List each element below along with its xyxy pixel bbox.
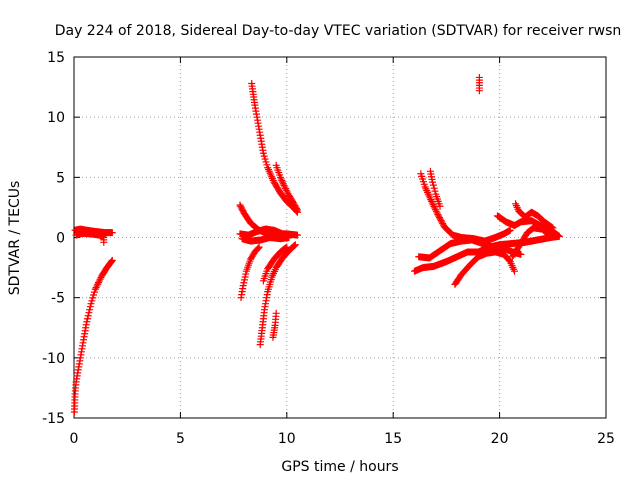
x-tick-label: 0 bbox=[70, 431, 79, 447]
data-point bbox=[475, 87, 483, 95]
y-axis-label: SDTVAR / TECUs bbox=[7, 181, 23, 296]
x-tick-label: 25 bbox=[597, 431, 615, 447]
data-point bbox=[93, 282, 101, 290]
data-point bbox=[83, 315, 91, 323]
data-point bbox=[429, 178, 437, 186]
y-tick-label: -15 bbox=[42, 411, 65, 427]
data-point bbox=[293, 231, 301, 239]
data-point bbox=[547, 223, 555, 231]
data-point bbox=[510, 267, 518, 275]
y-tick-label: -10 bbox=[42, 351, 65, 367]
data-point bbox=[86, 306, 94, 314]
data-point bbox=[279, 178, 287, 186]
data-point bbox=[545, 231, 553, 239]
data-point bbox=[108, 256, 116, 264]
plot-frame bbox=[73, 56, 607, 419]
data-point bbox=[428, 197, 436, 205]
y-tick-label: 5 bbox=[56, 170, 65, 186]
data-point bbox=[291, 241, 299, 249]
data-point bbox=[433, 209, 441, 217]
data-point bbox=[435, 212, 443, 220]
data-point bbox=[283, 188, 291, 196]
data-point bbox=[254, 244, 262, 252]
data-point bbox=[84, 312, 92, 320]
x-axis-label: GPS time / hours bbox=[281, 459, 398, 475]
data-point bbox=[285, 234, 293, 241]
data-point bbox=[96, 275, 104, 283]
data-point bbox=[282, 185, 290, 193]
data-point bbox=[555, 232, 563, 240]
data-point bbox=[431, 204, 439, 212]
data-point bbox=[255, 243, 263, 251]
x-tick-label: 5 bbox=[176, 431, 185, 447]
data-point bbox=[290, 242, 298, 250]
data-point bbox=[108, 257, 116, 265]
chart-title: Day 224 of 2018, Sidereal Day-to-day VTE… bbox=[55, 23, 622, 39]
x-tick-label: 15 bbox=[384, 431, 402, 447]
data-point bbox=[429, 181, 437, 189]
data-point bbox=[108, 229, 116, 237]
gridlines bbox=[74, 57, 606, 418]
data-point bbox=[546, 232, 554, 240]
data-point bbox=[277, 175, 285, 183]
data-point bbox=[272, 309, 280, 317]
data-point bbox=[83, 318, 91, 326]
x-tick-label: 10 bbox=[278, 431, 296, 447]
data-point bbox=[438, 218, 446, 226]
data-point bbox=[95, 277, 103, 285]
data-point bbox=[547, 232, 555, 240]
y-tick-label: -5 bbox=[51, 291, 65, 307]
data-point bbox=[549, 224, 557, 232]
data-point bbox=[276, 173, 284, 181]
data-point bbox=[439, 220, 447, 228]
data-point bbox=[100, 238, 108, 246]
data-point bbox=[280, 181, 288, 189]
data-point bbox=[91, 285, 99, 293]
data-point bbox=[434, 211, 442, 219]
data-point bbox=[282, 186, 290, 194]
data-point bbox=[436, 202, 444, 210]
data-point bbox=[293, 206, 301, 214]
x-tick-label: 20 bbox=[491, 431, 509, 447]
data-point bbox=[428, 199, 436, 207]
data-point bbox=[293, 204, 301, 212]
y-tick-label: 15 bbox=[47, 50, 65, 66]
data-point bbox=[94, 279, 102, 287]
data-point bbox=[94, 280, 102, 288]
data-point bbox=[283, 243, 291, 251]
axes: 0 5 10 15 20 25 -15 -10 -5 0 5 10 15 bbox=[42, 50, 615, 447]
data-point bbox=[279, 180, 287, 188]
data-point bbox=[436, 215, 444, 223]
data-points bbox=[70, 73, 563, 416]
data-point bbox=[429, 201, 437, 209]
data-point bbox=[86, 303, 94, 311]
data-point bbox=[437, 217, 445, 225]
y-tick-label: 10 bbox=[47, 110, 65, 126]
data-point bbox=[554, 232, 562, 240]
data-point bbox=[282, 244, 290, 252]
data-point bbox=[431, 206, 439, 214]
data-point bbox=[431, 187, 439, 195]
y-tick-label: 0 bbox=[56, 231, 65, 247]
data-point bbox=[554, 231, 562, 239]
data-point bbox=[85, 309, 93, 317]
data-point bbox=[430, 184, 438, 192]
data-point bbox=[435, 214, 443, 222]
data-point bbox=[432, 207, 440, 215]
data-point bbox=[281, 183, 289, 191]
data-point bbox=[506, 226, 514, 234]
data-point bbox=[92, 284, 100, 292]
data-point bbox=[517, 250, 525, 258]
data-point bbox=[548, 223, 556, 231]
data-point bbox=[281, 244, 289, 252]
data-point bbox=[278, 177, 286, 185]
data-point bbox=[430, 202, 438, 210]
data-point bbox=[291, 241, 299, 249]
